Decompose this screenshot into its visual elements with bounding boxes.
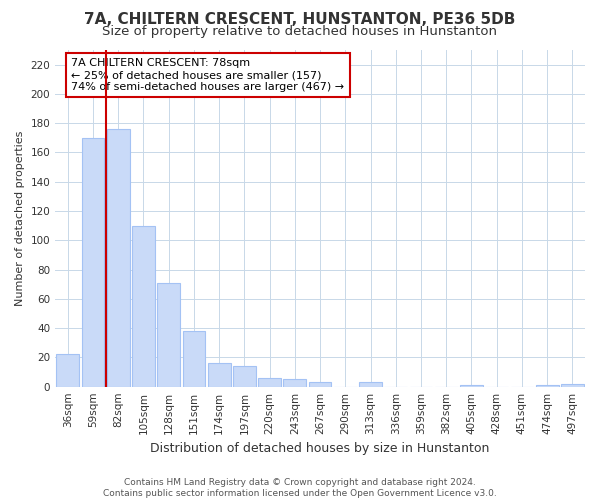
Bar bbox=[157, 282, 180, 387]
Bar bbox=[258, 378, 281, 386]
Bar bbox=[182, 331, 205, 386]
Bar bbox=[56, 354, 79, 386]
Bar bbox=[208, 364, 230, 386]
Text: Size of property relative to detached houses in Hunstanton: Size of property relative to detached ho… bbox=[103, 25, 497, 38]
Bar bbox=[561, 384, 584, 386]
Bar bbox=[82, 138, 104, 386]
Bar bbox=[107, 129, 130, 386]
X-axis label: Distribution of detached houses by size in Hunstanton: Distribution of detached houses by size … bbox=[151, 442, 490, 455]
Text: Contains HM Land Registry data © Crown copyright and database right 2024.
Contai: Contains HM Land Registry data © Crown c… bbox=[103, 478, 497, 498]
Bar bbox=[536, 385, 559, 386]
Bar bbox=[359, 382, 382, 386]
Bar bbox=[283, 380, 306, 386]
Bar bbox=[132, 226, 155, 386]
Y-axis label: Number of detached properties: Number of detached properties bbox=[15, 130, 25, 306]
Bar bbox=[233, 366, 256, 386]
Bar bbox=[309, 382, 331, 386]
Text: 7A, CHILTERN CRESCENT, HUNSTANTON, PE36 5DB: 7A, CHILTERN CRESCENT, HUNSTANTON, PE36 … bbox=[85, 12, 515, 28]
Text: 7A CHILTERN CRESCENT: 78sqm
← 25% of detached houses are smaller (157)
74% of se: 7A CHILTERN CRESCENT: 78sqm ← 25% of det… bbox=[71, 58, 344, 92]
Bar bbox=[460, 385, 483, 386]
